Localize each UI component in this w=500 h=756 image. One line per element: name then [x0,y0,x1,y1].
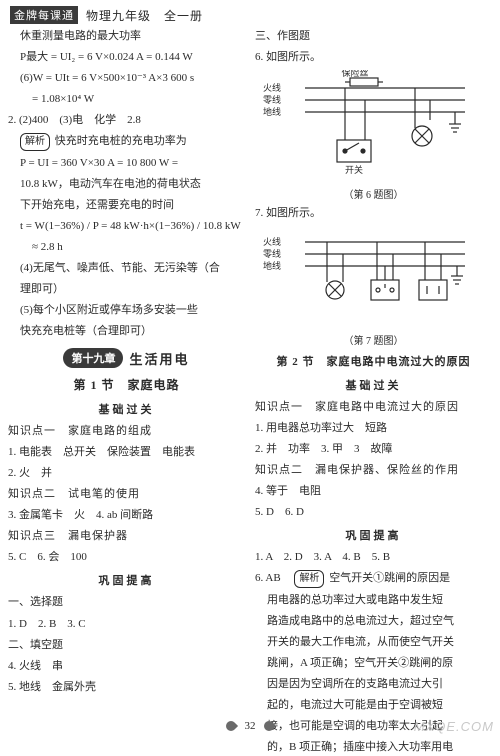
label-switch: 开关 [345,164,363,175]
base-header: 基础过关 [8,401,245,417]
svg-text:零线: 零线 [263,248,281,259]
answer-line: 3. 金属笔卡 火 4. ab 间断路 [8,507,245,524]
knowledge-point-label: 知识点一 家庭电路的组成 [8,423,245,440]
text-line: 起的，电流过大可能是由于空调被短 [255,697,492,714]
answer-line: 5. 地线 金属外壳 [8,679,245,696]
text-line: 理即可） [8,281,245,298]
answer-line: 5. C 6. 会 100 [8,549,245,566]
formula-line: ≈ 2.8 h [8,239,245,256]
formula-line: t = W(1−36%) / P = 48 kW·h×(1−36%) / 10.… [8,218,245,235]
text-line: 快充充电桩等（合理即可） [8,323,245,340]
section-sub-header: 巩固提高 [8,572,245,588]
formula-line: P = UI = 360 V×30 A = 10 800 W = [8,155,245,172]
question-type-header: 三、作图题 [255,28,492,45]
label-neutral: 零线 [263,94,281,105]
answer-line: 2. 火 并 [8,465,245,482]
text-line: 休重测量电路的最大功率 [8,28,245,45]
analysis-line: 6. AB 解析 空气开关①跳闸的原因是 [255,570,492,588]
section-sub-header: 巩固提高 [255,527,492,543]
svg-text:火线: 火线 [263,236,281,247]
section-title: 第 1 节 家庭电路 [8,376,245,393]
text-line: 用电器的总功率过大或电路中发生短 [255,592,492,609]
text-line: (4)无尾气、噪声低、节能、无污染等（合 [8,260,245,277]
base-header: 基础过关 [255,377,492,393]
section-title: 第 2 节 家庭电路中电流过大的原因 [255,353,492,369]
text: 空气开关①跳闸的原因是 [329,572,450,584]
analysis-badge: 解析 [294,570,324,588]
question-line: 7. 如图所示。 [255,205,492,222]
formula-line: (6)W = UIt = 6 V×500×10⁻³ A×3 600 s [8,70,245,87]
answer-line: 1. 用电器总功率过大 短路 [255,420,492,437]
answer-line: 1. 电能表 总开关 保险装置 电能表 [8,444,245,461]
answer-line: 2. (2)400 (3)电 化学 2.8 [8,112,245,129]
circuit-figure-7: 火线 零线 地线 [255,226,475,326]
chapter-pill: 第十九章 [63,348,123,368]
answer-line: 1. A 2. D 3. A 4. B 5. B [255,549,492,566]
chapter-heading: 第十九章 生活用电 [8,348,245,368]
text-line: 路造成电路中的总电流过大，超过空气 [255,613,492,630]
series-badge: 金牌每课通 [10,6,78,24]
label-fuse: 保险丝 [341,70,368,78]
left-column: 休重测量电路的最大功率 P最大 = UI₂ = 6 V×0.024 A = 0.… [8,28,245,756]
text-line: 下开始充电，还需要充电的时间 [8,197,245,214]
analysis-badge: 解析 [20,133,50,151]
figure-caption: （第 7 题图） [255,332,492,347]
two-column-layout: 休重测量电路的最大功率 P最大 = UI₂ = 6 V×0.024 A = 0.… [0,28,500,756]
label-live: 火线 [263,82,281,93]
knowledge-point-label: 知识点三 漏电保护器 [8,528,245,545]
text-line: 跳闸，A 项正确；空气开关②跳闸的原 [255,655,492,672]
text-line: 的，B 项正确；插座中接入大功率用电 [255,739,492,756]
answer-line: 4. 等于 电阻 [255,483,492,500]
answer-line: 4. 火线 串 [8,658,245,675]
text-line: (5)每个小区附近或停车场多安装一些 [8,302,245,319]
grade-label: 物理九年级 全一册 [86,7,203,24]
figure-caption: （第 6 题图） [255,186,492,201]
q-number: 6. AB [255,572,292,584]
knowledge-point-label: 知识点二 试电笔的使用 [8,486,245,503]
text-line: 因是因为空调所在的支路电流过大引 [255,676,492,693]
answer-line: 1. D 2. B 3. C [8,616,245,633]
formula-line: P最大 = UI₂ = 6 V×0.024 A = 0.144 W [8,49,245,66]
svg-text:地线: 地线 [263,260,281,271]
leaf-icon [224,719,238,733]
answer-line: 2. 并 功率 3. 甲 3 故障 [255,441,492,458]
leaf-icon [262,719,276,733]
analysis-line: 解析 快充时充电桩的充电功率为 [8,133,245,151]
knowledge-point-label: 知识点二 漏电保护器、保险丝的作用 [255,462,492,479]
question-line: 6. 如图所示。 [255,49,492,66]
right-column: 三、作图题 6. 如图所示。 [255,28,492,756]
knowledge-point-label: 知识点一 家庭电路中电流过大的原因 [255,399,492,416]
label-ground: 地线 [263,106,281,117]
question-type-header: 二、填空题 [8,637,245,654]
text: 快充时充电桩的充电功率为 [55,135,187,147]
page-header: 金牌每课通 物理九年级 全一册 [0,0,500,28]
circuit-figure-6: 火线 零线 地线 保险丝 开关 [255,70,475,180]
page-number-value: 32 [245,720,256,732]
question-type-header: 一、选择题 [8,594,245,611]
watermark: MXQE.COM [414,719,494,734]
text-line: 10.8 kW，电动汽车在电池的荷电状态 [8,176,245,193]
chapter-title: 生活用电 [129,349,189,368]
formula-line: = 1.08×10⁴ W [8,91,245,108]
answer-line: 5. D 6. D [255,504,492,521]
text-line: 开关的最大工作电流，从而使空气开关 [255,634,492,651]
